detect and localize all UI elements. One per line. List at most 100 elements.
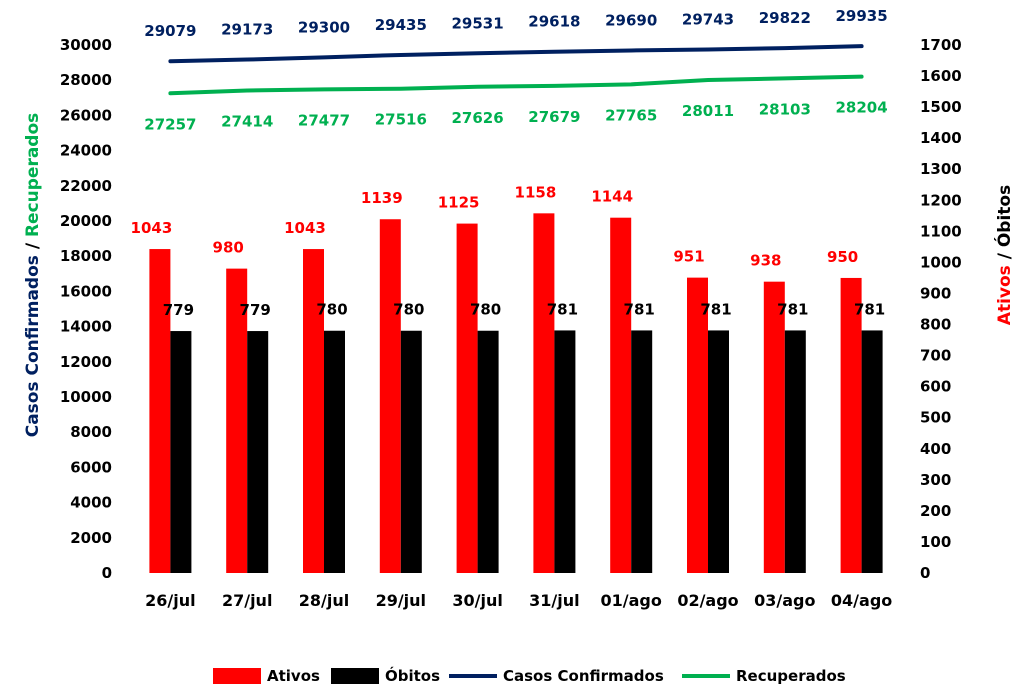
bar-obitos (861, 330, 883, 573)
data-label-obitos: 780 (470, 301, 501, 319)
y-right-tick-label: 1300 (920, 160, 962, 178)
y-left-tick-label: 8000 (70, 423, 112, 441)
x-tick-label: 31/jul (529, 591, 579, 610)
data-label-obitos: 781 (624, 300, 655, 318)
axis-title-part: Casos Confirmados (23, 255, 43, 437)
data-label-casos-confirmados: 29743 (682, 11, 734, 29)
axis-title-part: Óbitos (993, 185, 1015, 247)
x-tick-label: 27/jul (222, 591, 272, 610)
y-left-tick-label: 12000 (60, 353, 112, 371)
y-left-tick-label: 30000 (60, 36, 112, 54)
y-right-tick-label: 1000 (920, 253, 962, 271)
bar-ativos (149, 249, 171, 574)
data-label-casos-confirmados: 29618 (528, 13, 580, 31)
data-label-ativos: 950 (827, 248, 858, 266)
y-right-axis-title: Ativos / Óbitos (993, 185, 1015, 325)
y-right-tick-label: 1200 (920, 191, 962, 209)
y-left-tick-label: 0 (102, 564, 112, 582)
data-label-casos-confirmados: 29300 (298, 18, 350, 36)
data-label-obitos: 781 (700, 300, 731, 318)
data-label-recuperados: 28011 (682, 102, 734, 120)
data-label-recuperados: 27477 (298, 111, 350, 129)
data-label-obitos: 779 (163, 301, 194, 319)
legend-label: Recuperados (736, 667, 846, 685)
y-left-tick-label: 4000 (70, 494, 112, 512)
y-left-tick-label: 26000 (60, 106, 112, 124)
y-left-tick-label: 20000 (60, 212, 112, 230)
x-tick-label: 04/ago (831, 591, 892, 610)
legend-marker (213, 668, 261, 684)
y-right-tick-label: 700 (920, 347, 951, 365)
data-label-recuperados: 28103 (759, 100, 811, 118)
bar-obitos (400, 330, 422, 573)
data-label-ativos: 1139 (361, 189, 403, 207)
data-labels: 1043 779 980 779 1043 780 1139 780 1125 780 1158 78… (131, 7, 888, 319)
bar-ativos (456, 223, 478, 573)
axis-title-part: / (995, 247, 1015, 265)
data-label-ativos: 980 (213, 239, 244, 257)
data-label-obitos: 781 (547, 300, 578, 318)
axis-title-part: Recuperados (23, 113, 43, 237)
data-label-ativos: 951 (673, 248, 704, 266)
data-label-casos-confirmados: 29079 (144, 22, 196, 40)
y-left-tick-label: 18000 (60, 247, 112, 265)
y-left-tick-label: 6000 (70, 458, 112, 476)
data-label-recuperados: 27516 (375, 111, 427, 129)
data-label-recuperados: 27679 (528, 108, 580, 126)
legend-label: Casos Confirmados (503, 667, 664, 685)
y-left-tick-label: 28000 (60, 71, 112, 89)
data-label-recuperados: 27626 (452, 109, 504, 127)
bar-ativos (303, 249, 324, 574)
legend-label: Óbitos (385, 666, 440, 685)
data-label-casos-confirmados: 29435 (375, 16, 427, 34)
data-label-recuperados: 27414 (221, 113, 273, 131)
y-right-tick-label: 1400 (920, 129, 962, 147)
bar-ativos (840, 277, 862, 573)
bar-obitos (477, 330, 499, 573)
data-label-recuperados: 27257 (144, 115, 196, 133)
x-tick-label: 30/jul (452, 591, 502, 610)
x-tick-label: 28/jul (299, 591, 349, 610)
y-left-axis-title: Casos Confirmados / Recuperados (23, 113, 43, 438)
data-label-casos-confirmados: 29822 (759, 9, 811, 27)
y-right-tick-label: 100 (920, 533, 951, 551)
x-tick-label: 26/jul (145, 591, 195, 610)
bar-ativos (763, 281, 785, 573)
data-label-ativos: 1158 (515, 183, 557, 201)
bar-ativos (226, 268, 248, 573)
bars (149, 213, 883, 574)
y-left-tick-label: 16000 (60, 282, 112, 300)
y-right-tick-label: 1500 (920, 98, 962, 116)
y-right-tick-label: 1700 (920, 36, 962, 54)
bar-obitos (324, 330, 345, 573)
bar-obitos (247, 331, 269, 573)
y-right-tick-label: 400 (920, 440, 951, 458)
axis-title-part: Ativos (995, 265, 1015, 325)
data-label-obitos: 781 (854, 300, 885, 318)
y-right-tick-label: 0 (920, 564, 930, 582)
bar-obitos (631, 330, 653, 573)
x-tick-label: 29/jul (376, 591, 426, 610)
data-label-casos-confirmados: 29173 (221, 21, 273, 39)
legend: Ativos Óbitos Casos Confirmados Recuperados (213, 666, 846, 685)
x-tick-label: 02/ago (677, 591, 738, 610)
data-label-ativos: 938 (750, 252, 781, 270)
data-label-casos-confirmados: 29935 (836, 7, 888, 25)
bar-obitos (554, 330, 576, 573)
data-label-ativos: 1043 (284, 219, 326, 237)
bar-obitos (784, 330, 806, 573)
legend-label: Ativos (267, 667, 320, 685)
bar-obitos (170, 331, 192, 573)
y-right-tick-label: 1600 (920, 67, 962, 85)
y-left-tick-label: 14000 (60, 318, 112, 336)
y-left-axis: 0 2000 4000 6000 8000 10000 12000 14000 16000 180… (60, 36, 112, 582)
data-label-casos-confirmados: 29531 (452, 14, 504, 32)
y-right-tick-label: 300 (920, 471, 951, 489)
bar-obitos (708, 330, 729, 573)
data-label-obitos: 779 (240, 301, 271, 319)
y-right-tick-label: 900 (920, 284, 951, 302)
data-label-obitos: 780 (316, 301, 347, 319)
y-right-axis: 0 100 200 300 400 500 600 700 800 900 1000 1100 1200… (920, 36, 962, 582)
bar-ativos (379, 219, 401, 574)
